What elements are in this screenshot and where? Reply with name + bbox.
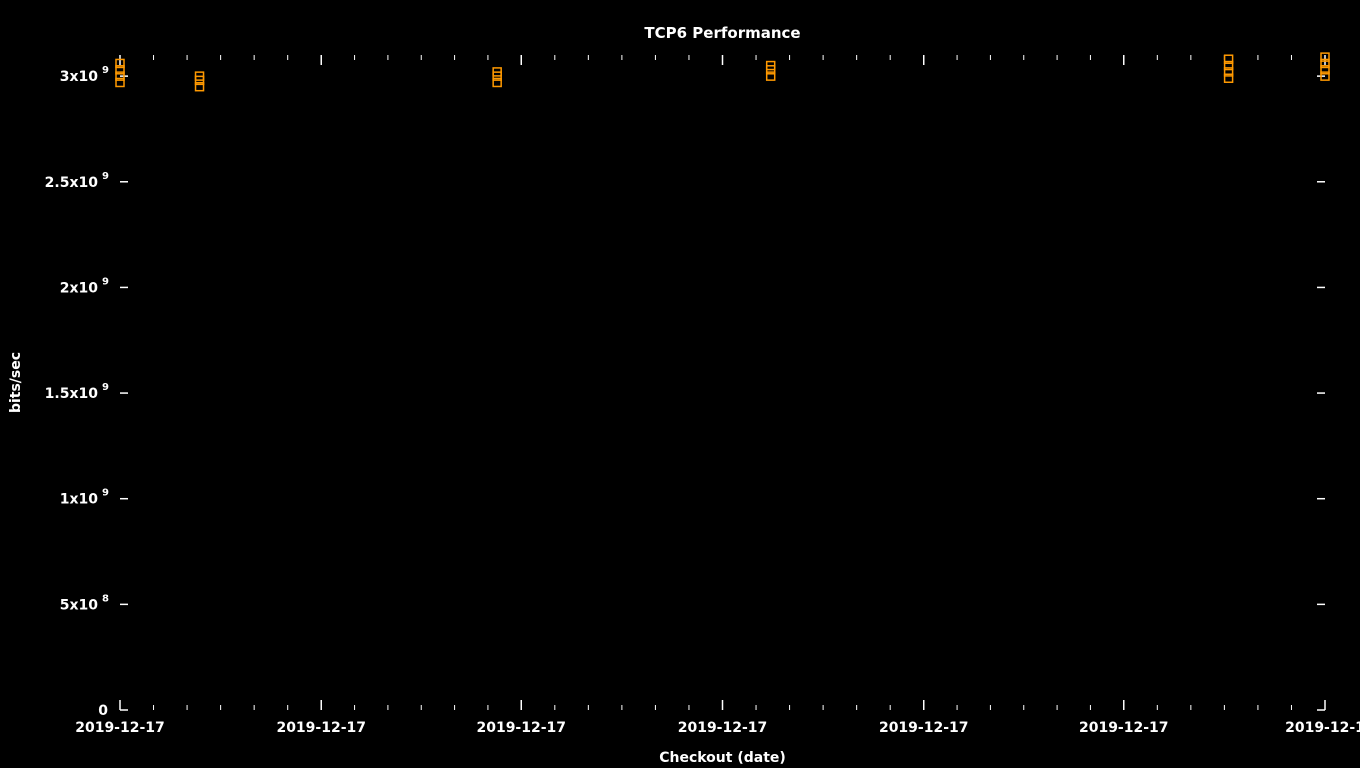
x-tick-label: 2019-12-17 — [276, 720, 366, 736]
svg-text:9: 9 — [102, 488, 109, 499]
y-tick-label: 0 — [98, 703, 108, 719]
x-axis-label: Checkout (date) — [659, 750, 786, 766]
performance-chart: TCP6 Performance bits/sec Checkout (date) 0… — [0, 0, 1360, 768]
svg-text:8: 8 — [102, 593, 109, 604]
svg-text:5x10: 5x10 — [60, 597, 99, 613]
svg-text:9: 9 — [102, 65, 109, 76]
svg-text:9: 9 — [102, 171, 109, 182]
x-tick-label: 2019-12-17 — [476, 720, 566, 736]
svg-text:1.5x10: 1.5x10 — [45, 386, 99, 402]
chart-title: TCP6 Performance — [644, 24, 800, 42]
x-tick-label: 2019-12-17 — [678, 720, 768, 736]
svg-text:3x10: 3x10 — [60, 69, 99, 85]
svg-text:9: 9 — [102, 276, 109, 287]
svg-text:2x10: 2x10 — [60, 280, 99, 296]
y-axis-label: bits/sec — [8, 352, 24, 413]
x-tick-label: 2019-12-17 — [879, 720, 969, 736]
svg-text:9: 9 — [102, 382, 109, 393]
svg-text:0: 0 — [98, 703, 108, 719]
x-tick-label: 2019-12-1 — [1285, 720, 1360, 736]
x-tick-label: 2019-12-17 — [75, 720, 165, 736]
svg-text:1x10: 1x10 — [60, 492, 99, 508]
svg-text:2.5x10: 2.5x10 — [45, 175, 99, 191]
x-tick-label: 2019-12-17 — [1079, 720, 1169, 736]
